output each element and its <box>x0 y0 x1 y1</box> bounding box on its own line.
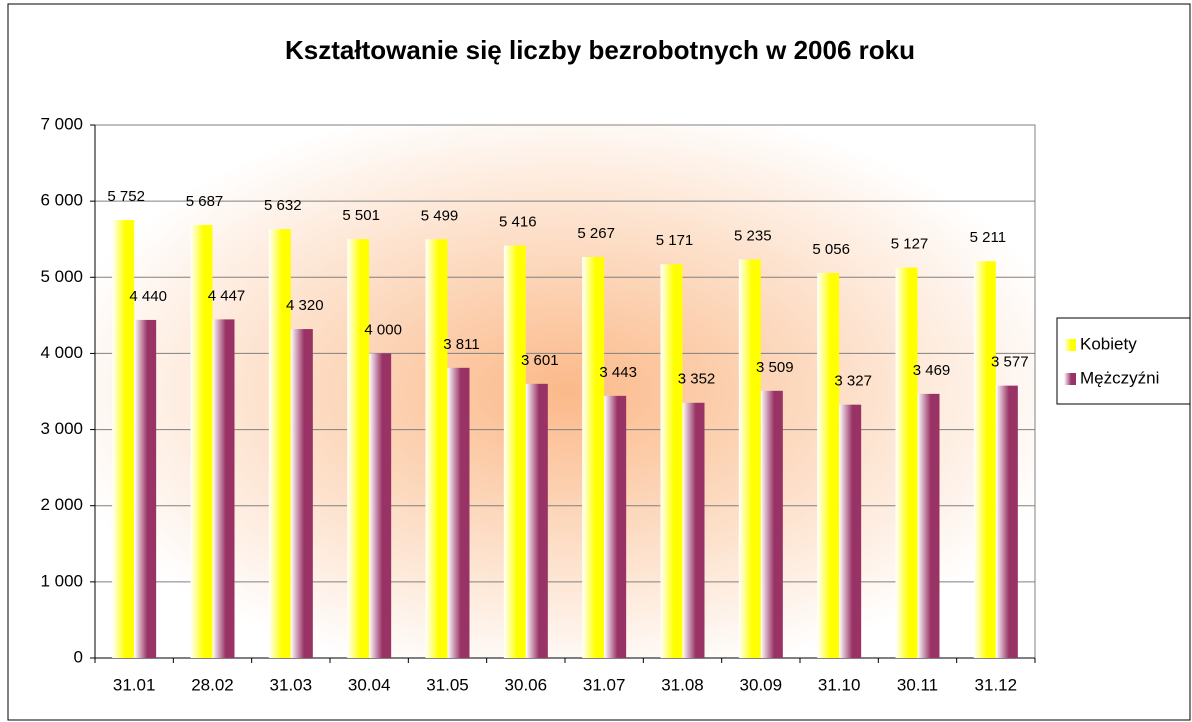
bar <box>582 256 605 658</box>
x-tick-label: 31.03 <box>270 675 313 694</box>
data-label: 5 056 <box>812 241 850 258</box>
data-label: 5 501 <box>342 207 380 224</box>
chart-title: Kształtowanie się liczby bezrobotnych w … <box>285 35 915 65</box>
bar <box>425 239 448 658</box>
x-tick-label: 31.05 <box>426 675 469 694</box>
data-label: 4 320 <box>286 297 324 314</box>
bar <box>268 229 291 658</box>
data-label: 3 577 <box>991 354 1029 371</box>
bar <box>760 390 783 658</box>
y-tick-label: 4 000 <box>40 343 83 362</box>
data-label: 5 267 <box>577 225 615 242</box>
data-label: 5 752 <box>107 188 145 205</box>
bar <box>347 239 370 659</box>
x-tick-label: 30.06 <box>505 675 548 694</box>
data-label: 3 601 <box>521 352 559 369</box>
x-tick-label: 31.08 <box>661 675 704 694</box>
data-label: 3 327 <box>834 373 872 390</box>
bar <box>604 395 627 658</box>
bar <box>525 383 548 658</box>
data-label: 5 416 <box>499 214 537 231</box>
bar <box>995 385 1018 658</box>
bar <box>682 402 705 658</box>
bar <box>112 220 135 658</box>
bar <box>817 273 840 658</box>
x-tick-label: 28.02 <box>191 675 234 694</box>
data-label: 5 499 <box>421 207 459 224</box>
data-label: 5 632 <box>264 197 302 214</box>
bar <box>447 367 470 658</box>
legend-swatch <box>1064 373 1076 385</box>
bar <box>839 404 862 658</box>
x-tick-label: 31.01 <box>113 675 156 694</box>
y-tick-label: 5 000 <box>40 267 83 286</box>
bar <box>134 319 157 658</box>
x-tick-label: 30.04 <box>348 675 391 694</box>
x-tick-label: 30.09 <box>740 675 783 694</box>
bar <box>917 393 940 658</box>
y-tick-label: 6 000 <box>40 191 83 210</box>
data-label: 5 171 <box>656 232 694 249</box>
data-label: 3 469 <box>913 362 951 379</box>
plot-area <box>94 124 1036 659</box>
data-label: 5 235 <box>734 227 772 244</box>
bar <box>895 267 918 658</box>
data-label: 3 443 <box>599 364 637 381</box>
bar <box>190 224 213 658</box>
legend-swatch <box>1064 339 1076 351</box>
y-tick-label: 0 <box>74 647 83 666</box>
x-tick-label: 31.07 <box>583 675 626 694</box>
bar <box>290 329 313 658</box>
x-tick-label: 30.11 <box>897 675 938 694</box>
data-label: 4 000 <box>364 321 402 338</box>
x-tick-label: 31.12 <box>975 675 1018 694</box>
data-label: 5 687 <box>186 193 224 210</box>
bar <box>369 353 392 658</box>
data-label: 3 352 <box>678 371 716 388</box>
x-tick-label: 31.10 <box>818 675 861 694</box>
legend <box>1056 317 1191 405</box>
data-label: 5 127 <box>891 236 929 253</box>
data-label: 4 440 <box>129 288 167 305</box>
legend-label: Mężczyźni <box>1080 368 1159 387</box>
bar <box>660 264 683 658</box>
data-label: 3 811 <box>443 336 479 353</box>
legend-label: Kobiety <box>1080 334 1137 353</box>
bar <box>738 259 761 658</box>
bar <box>973 261 996 658</box>
data-label: 3 509 <box>756 359 794 376</box>
y-tick-label: 3 000 <box>40 419 83 438</box>
y-tick-label: 2 000 <box>40 495 83 514</box>
y-tick-label: 1 000 <box>40 571 83 590</box>
bar <box>212 319 235 658</box>
bar <box>503 245 526 658</box>
data-label: 4 447 <box>208 287 246 304</box>
y-tick-label: 7 000 <box>40 114 83 133</box>
data-label: 5 211 <box>970 229 1006 246</box>
